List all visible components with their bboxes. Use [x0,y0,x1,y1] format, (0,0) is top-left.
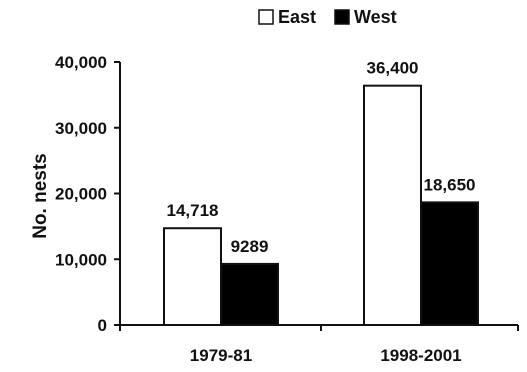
x-category-label: 1979-81 [190,346,252,365]
bar-west [220,262,279,327]
y-axis: 0 10,000 20,000 30,000 40,000 [55,53,121,335]
legend-swatch-east [258,9,274,25]
x-category-label: 1998-2001 [380,346,461,365]
y-axis-title: No. nests [30,153,51,239]
y-tick-label: 10,000 [55,250,107,269]
x-axis: 1979-81 1998-2001 [119,324,519,365]
bar-east [363,84,422,326]
y-tick-label: 20,000 [55,185,107,204]
legend-label-west: West [354,7,397,27]
legend: East West [258,7,397,27]
y-tick-label: 30,000 [55,119,107,138]
bar-east [163,227,222,327]
data-label: 14,718 [167,201,219,220]
legend-swatch-west [334,9,350,25]
data-label: 36,400 [367,59,419,78]
data-label: 9289 [231,237,269,256]
y-tick-label: 40,000 [55,53,107,72]
bars: 14,718 36,400 9289 18,650 [163,59,479,327]
bar-west [420,201,479,326]
legend-label-east: East [278,7,316,27]
y-tick-label: 0 [98,316,107,335]
data-label: 18,650 [424,175,476,194]
